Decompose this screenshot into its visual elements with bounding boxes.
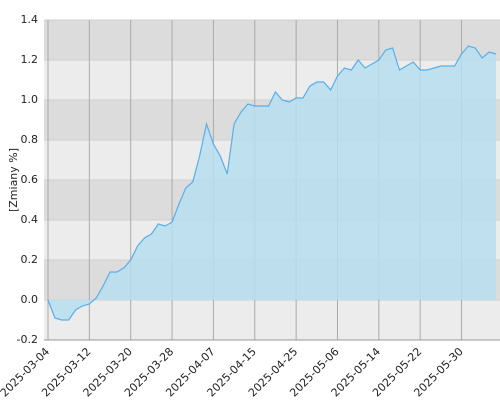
y-axis-label: [Zmiany %] bbox=[7, 148, 20, 212]
y-tick-label: -0.2 bbox=[17, 333, 38, 346]
y-tick-label: 0.0 bbox=[21, 293, 39, 306]
area-fill bbox=[48, 46, 496, 320]
y-tick-label: 0.4 bbox=[21, 213, 39, 226]
grid-band bbox=[44, 300, 500, 340]
y-tick-label: 0.6 bbox=[21, 173, 39, 186]
y-tick-label: 0.2 bbox=[21, 253, 39, 266]
grid-band bbox=[44, 20, 500, 60]
area-line bbox=[47, 45, 497, 321]
y-tick-label: 0.8 bbox=[21, 133, 39, 146]
y-tick-label: 1.4 bbox=[21, 13, 39, 26]
y-tick-label: 1.2 bbox=[21, 53, 39, 66]
y-tick-label: 1.0 bbox=[21, 93, 39, 106]
